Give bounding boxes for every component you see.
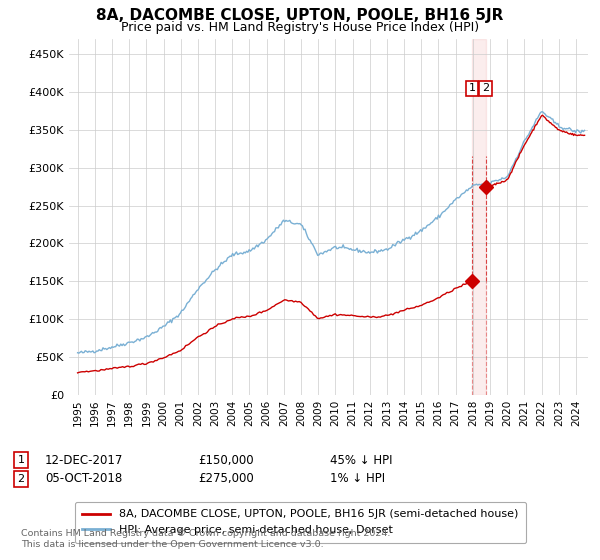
Text: 1: 1 — [17, 455, 25, 465]
Text: 8A, DACOMBE CLOSE, UPTON, POOLE, BH16 5JR: 8A, DACOMBE CLOSE, UPTON, POOLE, BH16 5J… — [97, 8, 503, 24]
Text: £275,000: £275,000 — [198, 472, 254, 486]
Text: £150,000: £150,000 — [198, 454, 254, 467]
Text: Price paid vs. HM Land Registry's House Price Index (HPI): Price paid vs. HM Land Registry's House … — [121, 21, 479, 34]
Legend: 8A, DACOMBE CLOSE, UPTON, POOLE, BH16 5JR (semi-detached house), HPI: Average pr: 8A, DACOMBE CLOSE, UPTON, POOLE, BH16 5J… — [74, 502, 526, 543]
Text: 1: 1 — [469, 83, 476, 94]
Text: 1% ↓ HPI: 1% ↓ HPI — [330, 472, 385, 486]
Text: 05-OCT-2018: 05-OCT-2018 — [45, 472, 122, 486]
Text: Contains HM Land Registry data © Crown copyright and database right 2024.
This d: Contains HM Land Registry data © Crown c… — [21, 529, 391, 549]
Text: 2: 2 — [482, 83, 490, 94]
Bar — [472, 39, 486, 395]
Text: 2: 2 — [17, 474, 25, 484]
Text: 45% ↓ HPI: 45% ↓ HPI — [330, 454, 392, 467]
Text: 12-DEC-2017: 12-DEC-2017 — [45, 454, 124, 467]
